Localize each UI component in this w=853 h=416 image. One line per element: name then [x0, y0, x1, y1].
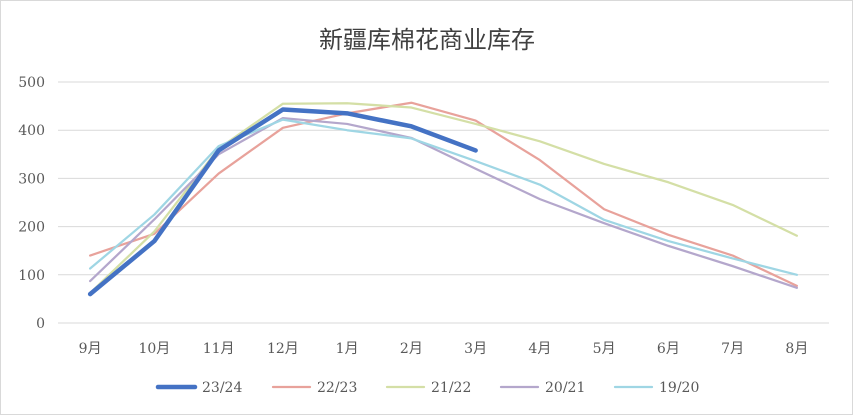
y-axis-ticks: 0 100 200 300 400 500 — [18, 75, 45, 332]
y-tick-label: 500 — [18, 75, 45, 91]
x-tick-label: 1月 — [336, 341, 359, 357]
x-tick-label: 9月 — [79, 341, 102, 357]
legend-item-22-23: 22/23 — [271, 380, 357, 396]
x-tick-label: 11月 — [203, 341, 235, 357]
legend-label: 20/21 — [545, 380, 585, 396]
legend-item-19-20: 19/20 — [613, 380, 699, 396]
x-tick-label: 8月 — [785, 341, 808, 357]
series-line-21-22 — [89, 102, 798, 295]
series-line-19-20 — [89, 118, 798, 276]
x-tick-label: 5月 — [593, 341, 616, 357]
series-line-20-21 — [89, 117, 798, 289]
legend-label: 19/20 — [659, 380, 699, 396]
y-tick-label: 400 — [18, 123, 45, 139]
legend-item-21-22: 21/22 — [385, 380, 471, 396]
legend: 23/24 22/23 21/22 20/21 19/20 — [155, 380, 699, 396]
y-tick-label: 0 — [36, 316, 45, 332]
legend-item-20-21: 20/21 — [499, 380, 585, 396]
x-tick-label: 7月 — [721, 341, 744, 357]
series-lines — [87, 101, 798, 297]
x-tick-label: 6月 — [657, 341, 680, 357]
legend-label: 21/22 — [431, 380, 471, 396]
chart-title: 新疆库棉花商业库存 — [319, 26, 535, 54]
legend-item-23-24: 23/24 — [155, 380, 242, 396]
x-tick-label: 4月 — [528, 341, 551, 357]
series-line-22-23 — [89, 101, 798, 288]
gridlines — [58, 81, 829, 324]
y-tick-label: 100 — [18, 268, 45, 284]
x-tick-label: 10月 — [138, 341, 170, 357]
x-tick-label: 3月 — [464, 341, 487, 357]
series-line-23-24 — [87, 107, 478, 297]
x-axis-ticks: 9月 10月 11月 12月 1月 2月 3月 4月 5月 6月 7月 8月 — [79, 341, 809, 357]
y-tick-label: 300 — [18, 171, 45, 187]
legend-label: 22/23 — [317, 380, 357, 396]
y-tick-label: 200 — [18, 220, 45, 236]
x-tick-label: 2月 — [400, 341, 423, 357]
legend-label: 23/24 — [202, 380, 242, 396]
x-tick-label: 12月 — [267, 341, 299, 357]
